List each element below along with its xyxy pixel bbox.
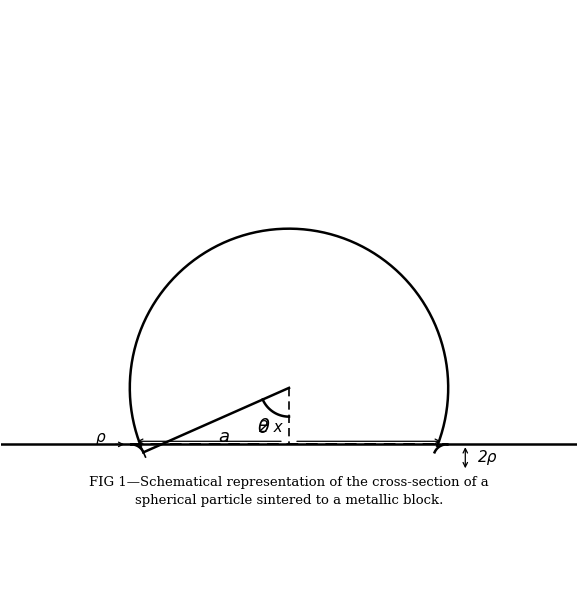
Text: 2ρ: 2ρ (477, 450, 497, 465)
Text: a: a (218, 428, 229, 446)
Text: ρ: ρ (95, 430, 105, 445)
Text: FIG 1—Schematical representation of the cross-section of a: FIG 1—Schematical representation of the … (89, 476, 489, 489)
Text: 2 x: 2 x (259, 420, 282, 435)
Text: θ: θ (257, 418, 269, 437)
Text: spherical particle sintered to a metallic block.: spherical particle sintered to a metalli… (135, 494, 443, 507)
